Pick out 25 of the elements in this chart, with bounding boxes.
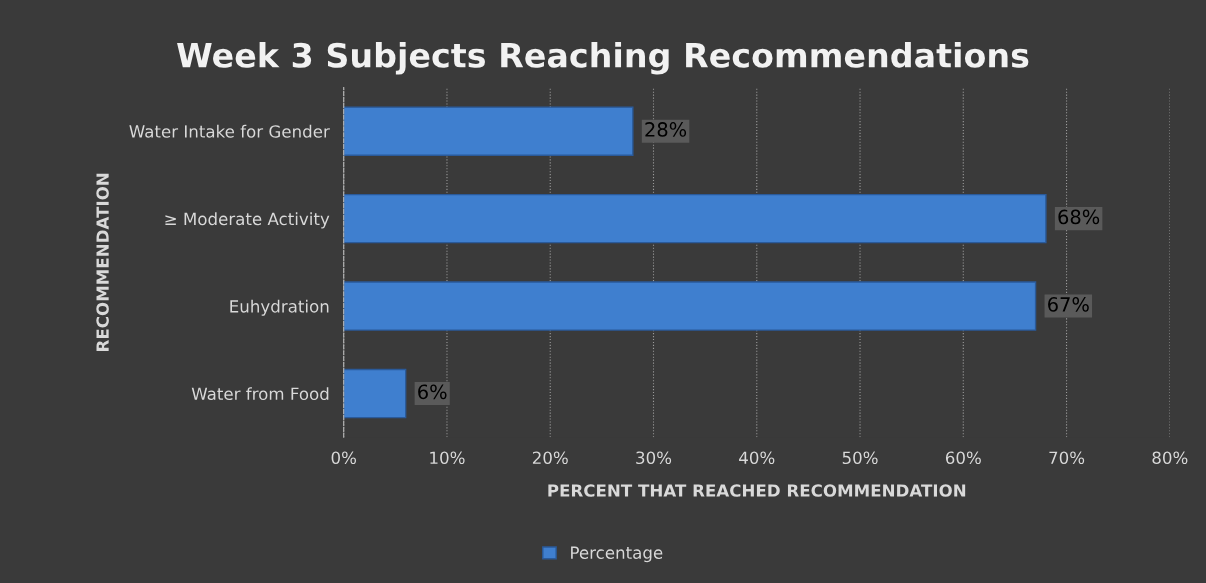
bar (343, 368, 407, 419)
x-tick-label: 80% (1152, 451, 1188, 465)
legend-label: Percentage (571, 546, 663, 563)
y-tick-label: Water Intake for Gender (129, 124, 330, 138)
bar (343, 106, 634, 156)
data-label: 67% (1048, 297, 1089, 312)
x-tick-label: 50% (842, 451, 878, 465)
x-tick-label: 0% (331, 451, 357, 465)
x-tick-label: 70% (1049, 451, 1085, 465)
bar (343, 281, 1037, 331)
y-tick-label: Water from Food (191, 387, 329, 401)
chart-title: Week 3 Subjects Reaching Recommendations (177, 42, 1029, 75)
x-tick-label: 40% (739, 451, 775, 465)
data-label: 68% (1058, 209, 1100, 225)
data-label: 6% (418, 384, 447, 400)
y-axis-title: RECOMMENDATION (96, 173, 109, 351)
x-tick-label: 10% (430, 451, 465, 465)
y-tick-label: ≥ Moderate Activity (165, 212, 330, 229)
data-label: 28% (645, 122, 687, 137)
x-tick-label: 30% (636, 451, 672, 465)
x-axis-title: PERCENT THAT REACHED RECOMMENDATION (548, 484, 966, 497)
y-tick-label: Euhydration (230, 299, 329, 316)
bar (343, 193, 1047, 244)
x-tick-label: 60% (945, 451, 981, 465)
x-tick-label: 20% (532, 451, 568, 465)
